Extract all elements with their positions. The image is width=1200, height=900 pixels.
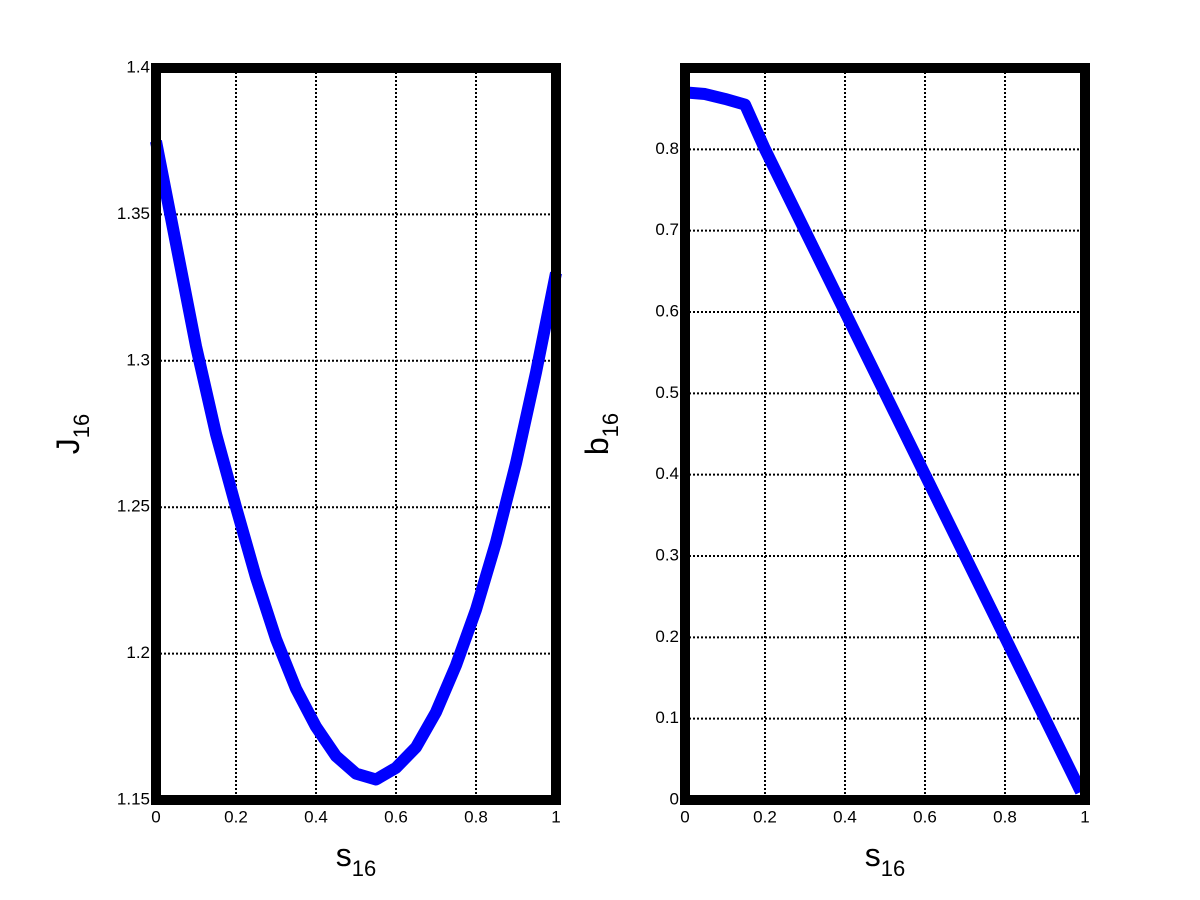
x-axis-label-main: s — [865, 837, 881, 873]
y-axis-label-main: J — [50, 438, 86, 454]
y-tick-label: 0.6 — [655, 301, 679, 320]
y-axis-label-main: b — [579, 437, 615, 455]
y-tick-label: 0.3 — [655, 545, 679, 564]
y-tick-label: 0.7 — [655, 220, 679, 239]
y-axis-label-sub: 16 — [69, 414, 94, 438]
x-tick-label: 0.4 — [833, 807, 857, 826]
data-line — [684, 86, 1087, 795]
x-tick-label: 0.2 — [224, 807, 248, 826]
x-tick-label: 1 — [551, 807, 560, 826]
x-axis-label: s16 — [336, 837, 376, 880]
subplot: 0 0.2 0.4 0.6 0.8 1 0 0.1 0.2 0.3 0.4 0.5 0.6 0.7 0.8 s… — [579, 63, 1090, 881]
y-tick-label: 0.8 — [655, 139, 679, 158]
x-tick-label: 0.8 — [993, 807, 1017, 826]
x-tick-label: 0.4 — [304, 807, 328, 826]
data-line — [150, 140, 562, 786]
y-tick-label: 0.4 — [655, 464, 679, 483]
y-tick-label: 1.35 — [117, 204, 150, 223]
y-tick-label: 0.1 — [655, 708, 679, 727]
x-tick-label: 0.6 — [384, 807, 408, 826]
axes-frame — [151, 63, 561, 805]
x-axis-label: s16 — [865, 837, 905, 880]
y-tick-label: 0.5 — [655, 383, 679, 402]
x-tick-label: 0 — [680, 807, 689, 826]
axes-frame — [680, 63, 1090, 805]
y-tick-label: 0 — [670, 789, 679, 808]
x-tick-label: 0.8 — [464, 807, 488, 826]
x-axis-label-sub: 16 — [352, 856, 376, 881]
x-tick-label: 0.6 — [913, 807, 937, 826]
y-tick-label: 1.4 — [126, 57, 150, 76]
subplot: 0 0.2 0.4 0.6 0.8 11.151.21.251.31.351.4s16J1… — [50, 57, 562, 881]
x-axis-label-sub: 16 — [881, 856, 905, 881]
y-axis-label: J16 — [50, 414, 93, 454]
y-tick-label: 1.15 — [117, 789, 150, 808]
x-tick-label: 0.2 — [753, 807, 777, 826]
y-tick-label: 0.2 — [655, 627, 679, 646]
x-tick-label: 0 — [151, 807, 160, 826]
y-axis-label-sub: 16 — [598, 413, 623, 437]
x-axis-label-main: s — [336, 837, 352, 873]
y-axis-label: b16 — [579, 413, 622, 455]
y-tick-label: 1.25 — [117, 497, 150, 516]
y-tick-label: 1.3 — [126, 350, 150, 369]
y-tick-label: 1.2 — [126, 643, 150, 662]
x-tick-label: 1 — [1080, 807, 1089, 826]
